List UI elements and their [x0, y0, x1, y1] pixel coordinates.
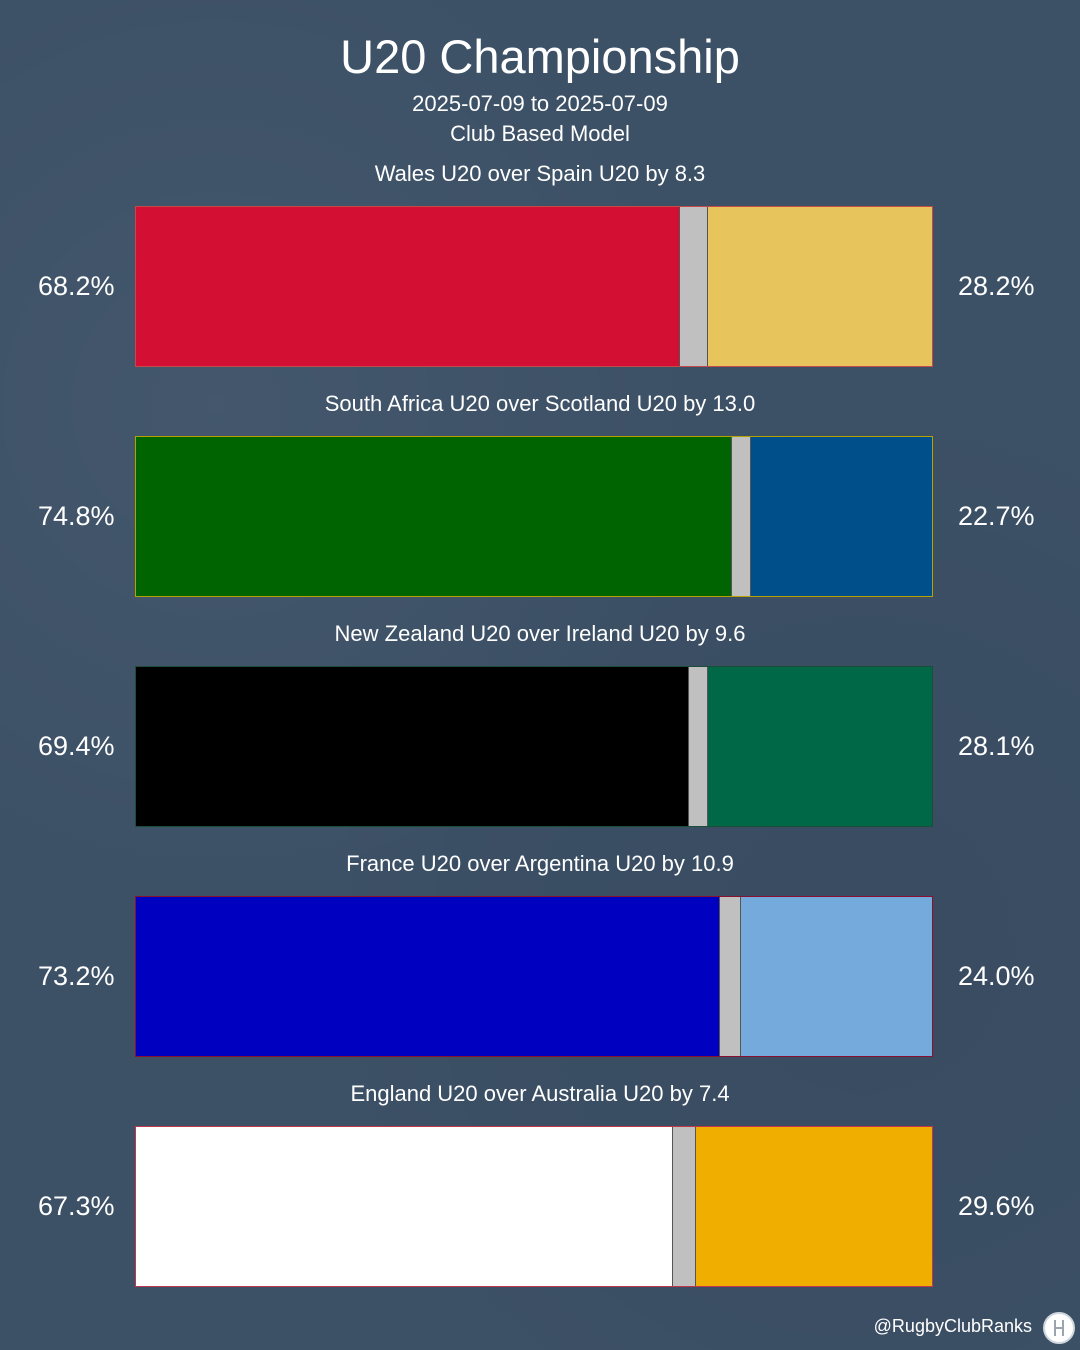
away-win-segment — [740, 897, 932, 1056]
chart-title: U20 Championship — [340, 30, 740, 83]
draw-segment — [678, 207, 708, 366]
away-win-pct: 28.2% — [958, 271, 1035, 301]
draw-segment — [718, 897, 741, 1056]
probability-bar — [135, 666, 933, 827]
home-win-pct: 69.4% — [38, 731, 115, 761]
away-win-segment — [751, 437, 932, 596]
home-win-pct: 73.2% — [38, 961, 115, 991]
away-win-pct: 22.7% — [958, 501, 1035, 531]
draw-segment — [688, 667, 709, 826]
away-win-segment — [696, 1127, 932, 1286]
away-win-pct: 24.0% — [958, 961, 1035, 991]
probability-bar — [135, 436, 933, 597]
rugby-posts-icon — [1043, 1312, 1075, 1344]
match-label: Wales U20 over Spain U20 by 8.3 — [374, 161, 706, 186]
model-name: Club Based Model — [450, 121, 630, 146]
probability-bar — [135, 206, 933, 367]
home-win-segment — [136, 437, 732, 596]
home-win-segment — [136, 207, 679, 366]
draw-segment — [671, 1127, 697, 1286]
match-label: France U20 over Argentina U20 by 10.9 — [346, 851, 734, 876]
away-win-segment — [707, 207, 932, 366]
home-win-segment — [136, 1127, 672, 1286]
home-win-segment — [136, 897, 719, 1056]
match-label: South Africa U20 over Scotland U20 by 13… — [324, 391, 756, 416]
home-win-pct: 67.3% — [38, 1191, 115, 1221]
match-label: New Zealand U20 over Ireland U20 by 9.6 — [334, 621, 746, 646]
home-win-pct: 68.2% — [38, 271, 115, 301]
away-win-pct: 29.6% — [958, 1191, 1035, 1221]
home-win-segment — [136, 667, 689, 826]
date-range: 2025-07-09 to 2025-07-09 — [412, 91, 668, 116]
match-label: England U20 over Australia U20 by 7.4 — [350, 1081, 730, 1106]
draw-segment — [731, 437, 752, 596]
probability-bar — [135, 896, 933, 1057]
away-win-segment — [708, 667, 932, 826]
home-win-pct: 74.8% — [38, 501, 115, 531]
footer-handle: @RugbyClubRanks — [873, 1316, 1032, 1336]
away-win-pct: 28.1% — [958, 731, 1035, 761]
probability-bar — [135, 1126, 933, 1287]
